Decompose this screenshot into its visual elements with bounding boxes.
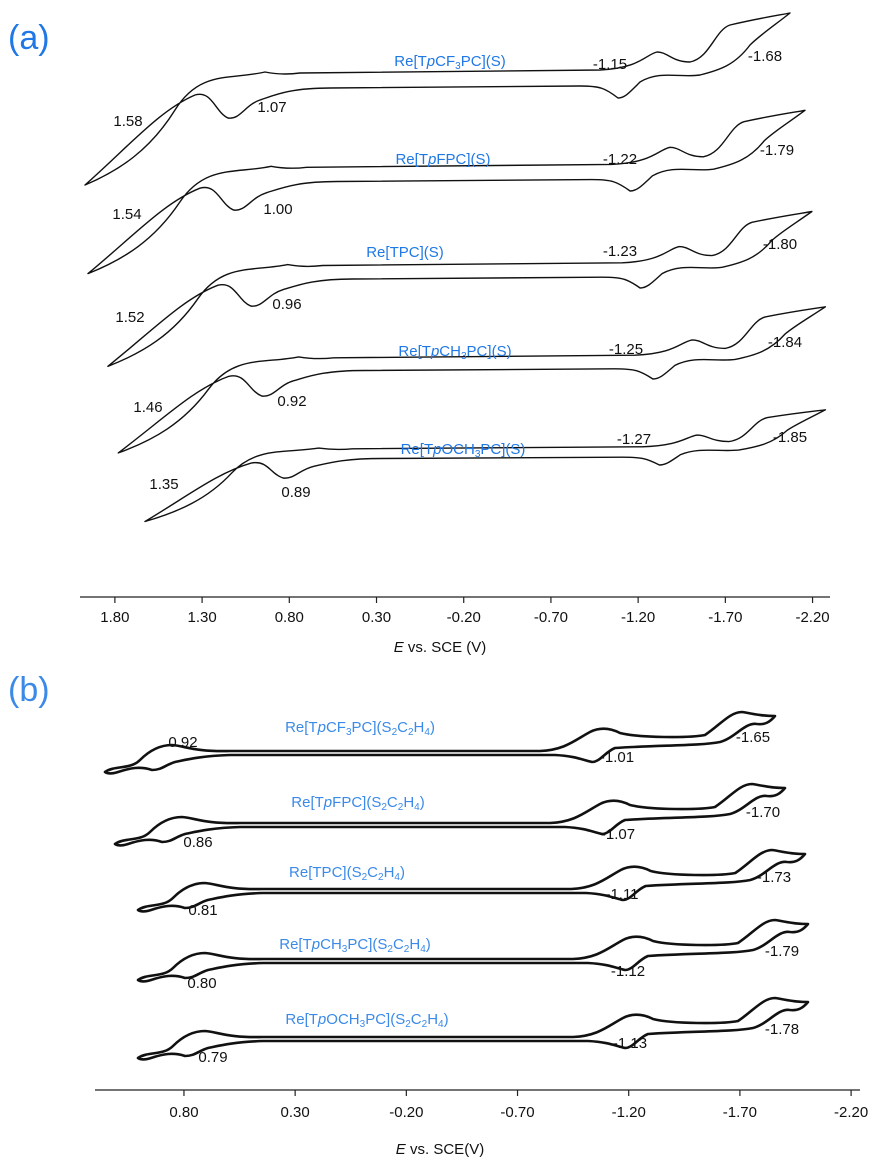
trace-name: Re[TpFPC](S) (395, 151, 490, 168)
x-tick-label: -1.20 (621, 609, 655, 626)
x-tick-label: -1.70 (708, 609, 742, 626)
peak-label: 0.80 (187, 975, 216, 992)
x-tick-label: -0.20 (447, 609, 481, 626)
cv-trace (136, 848, 807, 913)
peak-label: -1.80 (763, 236, 797, 253)
peak-label: 0.86 (183, 834, 212, 851)
peak-label: 1.35 (149, 476, 178, 493)
trace-name: Re[TpOCH3PC](S) (401, 441, 526, 460)
peak-label: -1.79 (760, 142, 794, 159)
panel-label: (b) (8, 671, 50, 709)
cv-trace (103, 710, 777, 775)
peak-label: 1.54 (112, 206, 141, 223)
peak-label: -1.15 (593, 56, 627, 73)
cv-trace (87, 109, 806, 275)
x-tick-label: -0.20 (389, 1104, 423, 1121)
x-tick-label: 1.30 (187, 609, 216, 626)
peak-label: 1.58 (113, 113, 142, 130)
peak-label: -1.73 (757, 869, 791, 886)
peak-label: -1.79 (765, 943, 799, 960)
trace-name: Re[TpFPC](S2C2H4) (291, 794, 424, 813)
peak-label: 0.79 (198, 1049, 227, 1066)
x-tick-label: 0.30 (281, 1104, 310, 1121)
peak-label: 1.00 (263, 201, 292, 218)
x-tick-label: -2.20 (834, 1104, 868, 1121)
trace-name: Re[TpCH3PC](S2C2H4) (279, 936, 431, 955)
cv-trace (136, 918, 810, 983)
peak-label: -1.11 (605, 886, 638, 903)
peak-label: -1.78 (765, 1021, 799, 1038)
cv-trace (84, 12, 791, 186)
x-tick-label: -1.70 (723, 1104, 757, 1121)
peak-label: 0.92 (168, 734, 197, 751)
peak-label: 1.07 (257, 99, 286, 116)
x-axis-label: E vs. SCE (V) (394, 639, 487, 656)
peak-label: -1.01 (600, 749, 634, 766)
panel-label: (a) (8, 19, 50, 57)
peak-label: -1.22 (603, 151, 637, 168)
x-tick-label: 0.80 (275, 609, 304, 626)
peak-label: -1.13 (613, 1035, 647, 1052)
peak-label: -1.70 (746, 804, 780, 821)
peak-label: -1.12 (611, 963, 645, 980)
x-axis-label: E vs. SCE(V) (396, 1141, 484, 1158)
peak-label: 0.96 (272, 296, 301, 313)
trace-name: Re[TpCF3PC](S2C2H4) (285, 719, 435, 738)
cv-trace (107, 210, 813, 367)
peak-label: -1.84 (768, 334, 802, 351)
trace-name: Re[TPC](S2C2H4) (289, 864, 405, 883)
x-tick-label: -0.70 (534, 609, 568, 626)
peak-label: 1.46 (133, 399, 162, 416)
trace-name: Re[TPC](S) (366, 244, 444, 261)
peak-label: 0.89 (281, 484, 310, 501)
cv-trace (117, 306, 827, 454)
peak-label: -1.65 (736, 729, 770, 746)
x-tick-label: 0.80 (169, 1104, 198, 1121)
x-tick-label: 1.80 (100, 609, 129, 626)
peak-label: -1.07 (601, 826, 635, 843)
cv-trace (113, 782, 787, 847)
peak-label: 0.81 (188, 902, 217, 919)
peak-label: -1.85 (773, 429, 807, 446)
peak-label: -1.27 (617, 431, 651, 448)
trace-name: Re[TpOCH3PC](S2C2H4) (285, 1011, 448, 1030)
x-tick-label: -2.20 (795, 609, 829, 626)
x-tick-label: 0.30 (362, 609, 391, 626)
peak-label: -1.23 (603, 243, 637, 260)
cv-trace (144, 409, 827, 523)
x-tick-label: -1.20 (612, 1104, 646, 1121)
peak-label: -1.25 (609, 341, 643, 358)
peak-label: 1.52 (115, 309, 144, 326)
cv-trace (136, 996, 810, 1061)
trace-name: Re[TpCH3PC](S) (398, 343, 511, 362)
peak-label: -1.68 (748, 48, 782, 65)
trace-name: Re[TpCF3PC](S) (394, 53, 506, 72)
peak-label: 0.92 (277, 393, 306, 410)
x-tick-label: -0.70 (500, 1104, 534, 1121)
